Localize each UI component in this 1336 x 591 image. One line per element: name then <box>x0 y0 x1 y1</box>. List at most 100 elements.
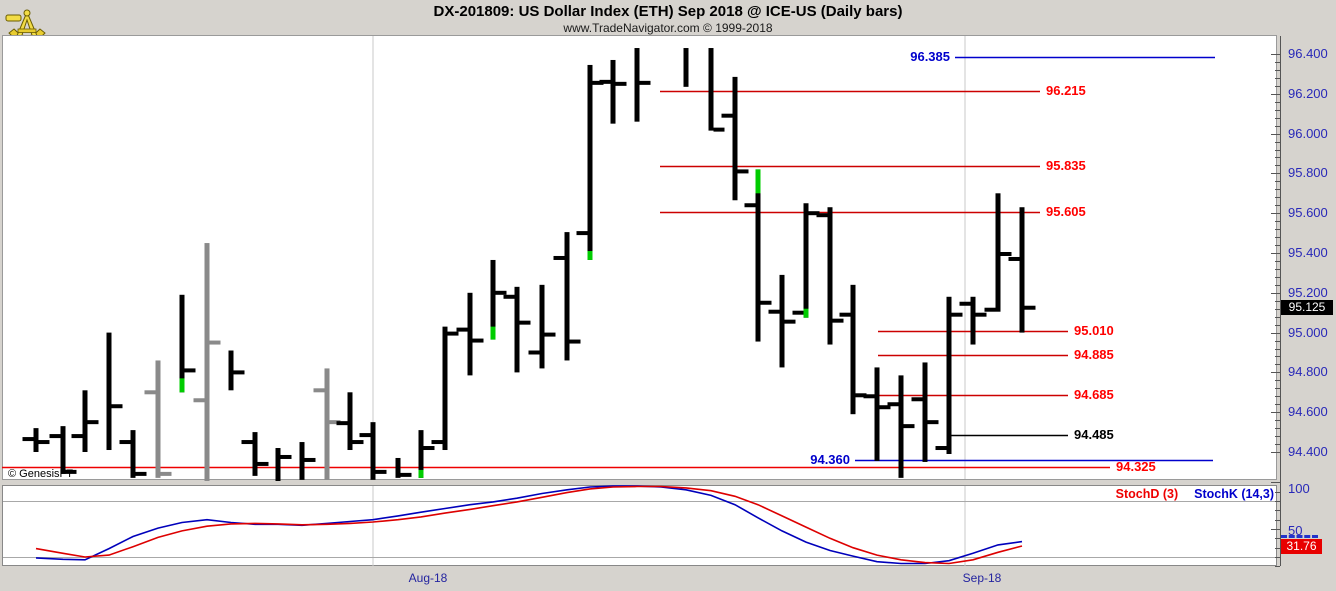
bar-open-tick <box>359 433 371 438</box>
bar-close-tick <box>760 300 772 305</box>
price-bar <box>1019 207 1025 333</box>
price-bar <box>587 64 593 260</box>
bar-close-tick <box>519 320 531 325</box>
bar-open-tick <box>22 437 34 442</box>
price-bar <box>467 292 473 376</box>
bar-open-tick <box>744 203 756 208</box>
bar-close-tick <box>855 393 867 398</box>
bar-close-tick <box>209 340 221 345</box>
price-bar <box>995 193 1001 312</box>
bar-close-tick <box>951 312 963 317</box>
bar-close-tick <box>375 469 387 474</box>
price-bar <box>827 207 833 345</box>
bar-open-tick <box>1008 256 1020 261</box>
bar-open-tick <box>193 398 205 403</box>
level-label-96.215: 96.215 <box>1046 82 1086 98</box>
stochk-last-value-marker <box>1281 535 1318 538</box>
bar-close-tick <box>737 169 749 174</box>
bar-close-tick <box>329 420 341 425</box>
bar-close-tick <box>1024 305 1036 310</box>
stochk-line <box>35 485 1023 565</box>
bar-open-tick <box>503 294 515 299</box>
bar-close-tick <box>400 472 412 477</box>
price-bar <box>60 426 66 474</box>
level-label-94.485: 94.485 <box>1074 427 1114 443</box>
price-bar <box>898 375 904 478</box>
bar-close-tick <box>447 331 459 336</box>
bar-open-tick <box>119 440 131 445</box>
level-label-96.385: 96.385 <box>910 48 950 64</box>
price-bar <box>610 59 616 124</box>
bar-close-tick <box>832 318 844 323</box>
price-bar <box>106 332 112 451</box>
bar-close-tick <box>615 81 627 86</box>
time-axis-label-Aug-18: Aug-18 <box>408 571 448 585</box>
bar-close-tick <box>38 440 50 445</box>
price-bar <box>803 203 809 318</box>
price-axis-label: 96.200 <box>1288 85 1328 101</box>
bar-close-tick <box>160 471 172 476</box>
price-bar <box>683 48 689 87</box>
bar-open-tick <box>911 397 923 402</box>
bar-open-tick <box>313 388 325 393</box>
price-bar <box>564 232 570 361</box>
bar-open-tick <box>431 440 443 445</box>
bar-close-tick <box>495 290 507 295</box>
price-bar <box>130 430 136 478</box>
bar-close-tick <box>304 457 316 462</box>
bar-open-tick <box>336 421 348 426</box>
bar-close-tick <box>544 332 556 337</box>
price-bar <box>155 360 161 478</box>
stoch-axis-label-100: 100 <box>1288 481 1310 496</box>
bar-close-tick <box>184 368 196 373</box>
bar-green-mark <box>755 169 761 194</box>
bar-close-tick <box>808 211 820 216</box>
price-axis-label: 95.600 <box>1288 205 1328 221</box>
level-label-95.605: 95.605 <box>1046 204 1086 220</box>
stoch-axis-label-50: 50 <box>1288 523 1303 538</box>
price-bar <box>299 442 305 480</box>
bar-close-tick <box>975 312 987 317</box>
bar-open-tick <box>721 113 733 118</box>
bar-open-tick <box>816 213 828 218</box>
chart-title: DX-201809: US Dollar Index (ETH) Sep 201… <box>433 3 903 20</box>
bar-close-tick <box>713 127 725 132</box>
price-bar <box>922 362 928 462</box>
bar-close-tick <box>233 370 245 375</box>
price-bar <box>634 48 640 122</box>
price-axis-label: 94.800 <box>1288 364 1328 380</box>
bar-open-tick <box>792 310 804 315</box>
stochd-line <box>35 485 1023 565</box>
bar-close-tick <box>257 461 269 466</box>
bar-close-tick <box>87 420 99 425</box>
price-bar <box>850 284 856 415</box>
bar-open-tick <box>144 390 156 395</box>
bar-open-tick <box>959 301 971 306</box>
price-axis-label: 94.600 <box>1288 404 1328 420</box>
bar-green-mark <box>803 308 809 318</box>
bar-close-tick <box>879 405 891 410</box>
bar-close-tick <box>639 80 651 85</box>
bar-close-tick <box>280 454 292 459</box>
bar-open-tick <box>984 307 996 312</box>
bar-open-tick <box>553 255 565 260</box>
bar-open-tick <box>71 434 83 439</box>
bar-open-tick <box>49 434 61 439</box>
price-bar <box>779 274 785 368</box>
price-axis-label: 95.200 <box>1288 284 1328 300</box>
bar-open-tick <box>241 440 253 445</box>
last-price-badge: 95.125 <box>1281 300 1333 315</box>
bar-close-tick <box>927 420 939 425</box>
stochk-legend-label: StochK (14,3) <box>1194 487 1274 501</box>
time-axis-label-Sep-18: Sep-18 <box>962 571 1002 585</box>
bar-open-tick <box>456 327 468 332</box>
price-bar <box>442 326 448 451</box>
price-bar <box>539 284 545 369</box>
bar-open-tick <box>839 312 851 317</box>
price-bar <box>395 457 401 478</box>
bar-open-tick <box>887 402 899 407</box>
price-bar <box>708 48 714 131</box>
bar-close-tick <box>1000 251 1012 256</box>
